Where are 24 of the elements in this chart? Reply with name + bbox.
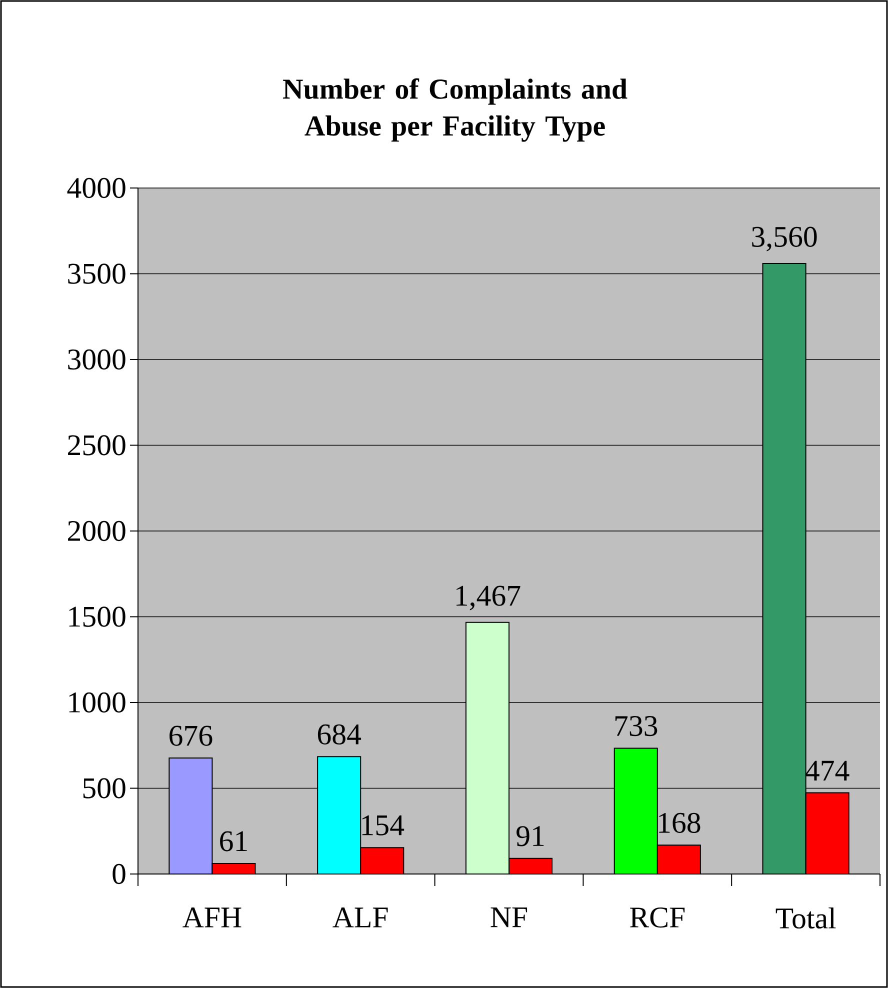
data-label: 1,467 xyxy=(456,586,520,610)
data-label: 61 xyxy=(220,831,247,852)
x-tick-label: RCF xyxy=(630,908,685,928)
x-tick-label: ALF xyxy=(332,908,388,928)
y-tick-label: 500 xyxy=(83,778,126,798)
chart-title: Number of Complaints and Abuse per Facility Type xyxy=(282,78,628,142)
x-tick-label: Total xyxy=(776,908,836,929)
data-label: 676 xyxy=(170,726,212,746)
y-tick-label: 3000 xyxy=(68,349,126,370)
data-label: 684 xyxy=(318,724,362,744)
y-tick-label: 4000 xyxy=(67,178,126,198)
data-label: 3,560 xyxy=(752,226,817,252)
x-tick-label: AFH xyxy=(182,908,242,928)
y-tick-label: 3500 xyxy=(68,264,126,284)
y-tick-label: 0 xyxy=(112,864,126,884)
data-label: 154 xyxy=(362,815,404,836)
y-tick-label: 1000 xyxy=(69,692,126,713)
y-tick-label: 2000 xyxy=(68,520,126,542)
data-label: 91 xyxy=(516,826,544,846)
y-tick-label: 1500 xyxy=(69,606,126,627)
y-tick-label: 2500 xyxy=(68,435,126,456)
x-tick-label: NF xyxy=(490,908,528,928)
data-label: 733 xyxy=(615,716,658,736)
data-label: 168 xyxy=(659,812,700,833)
